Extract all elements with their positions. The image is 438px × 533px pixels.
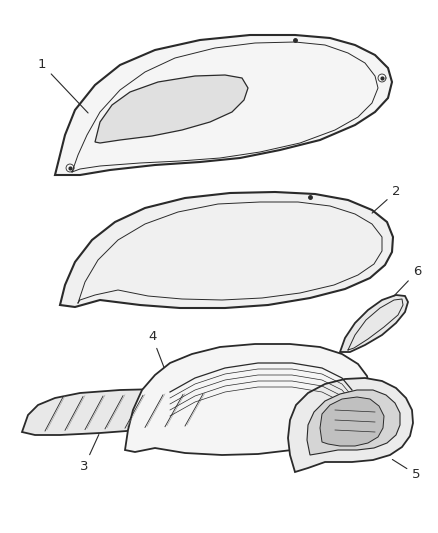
Text: 6: 6 xyxy=(394,265,421,296)
Text: 1: 1 xyxy=(38,58,88,113)
Text: 2: 2 xyxy=(372,185,400,213)
Polygon shape xyxy=(288,378,413,472)
Text: 4: 4 xyxy=(148,330,164,367)
Polygon shape xyxy=(22,389,205,435)
Polygon shape xyxy=(320,397,384,446)
Polygon shape xyxy=(95,75,248,143)
Text: 5: 5 xyxy=(392,459,420,481)
Polygon shape xyxy=(307,390,400,455)
Polygon shape xyxy=(60,192,393,308)
Text: 3: 3 xyxy=(80,434,99,473)
Polygon shape xyxy=(125,344,370,455)
Polygon shape xyxy=(340,295,408,352)
Polygon shape xyxy=(55,35,392,175)
